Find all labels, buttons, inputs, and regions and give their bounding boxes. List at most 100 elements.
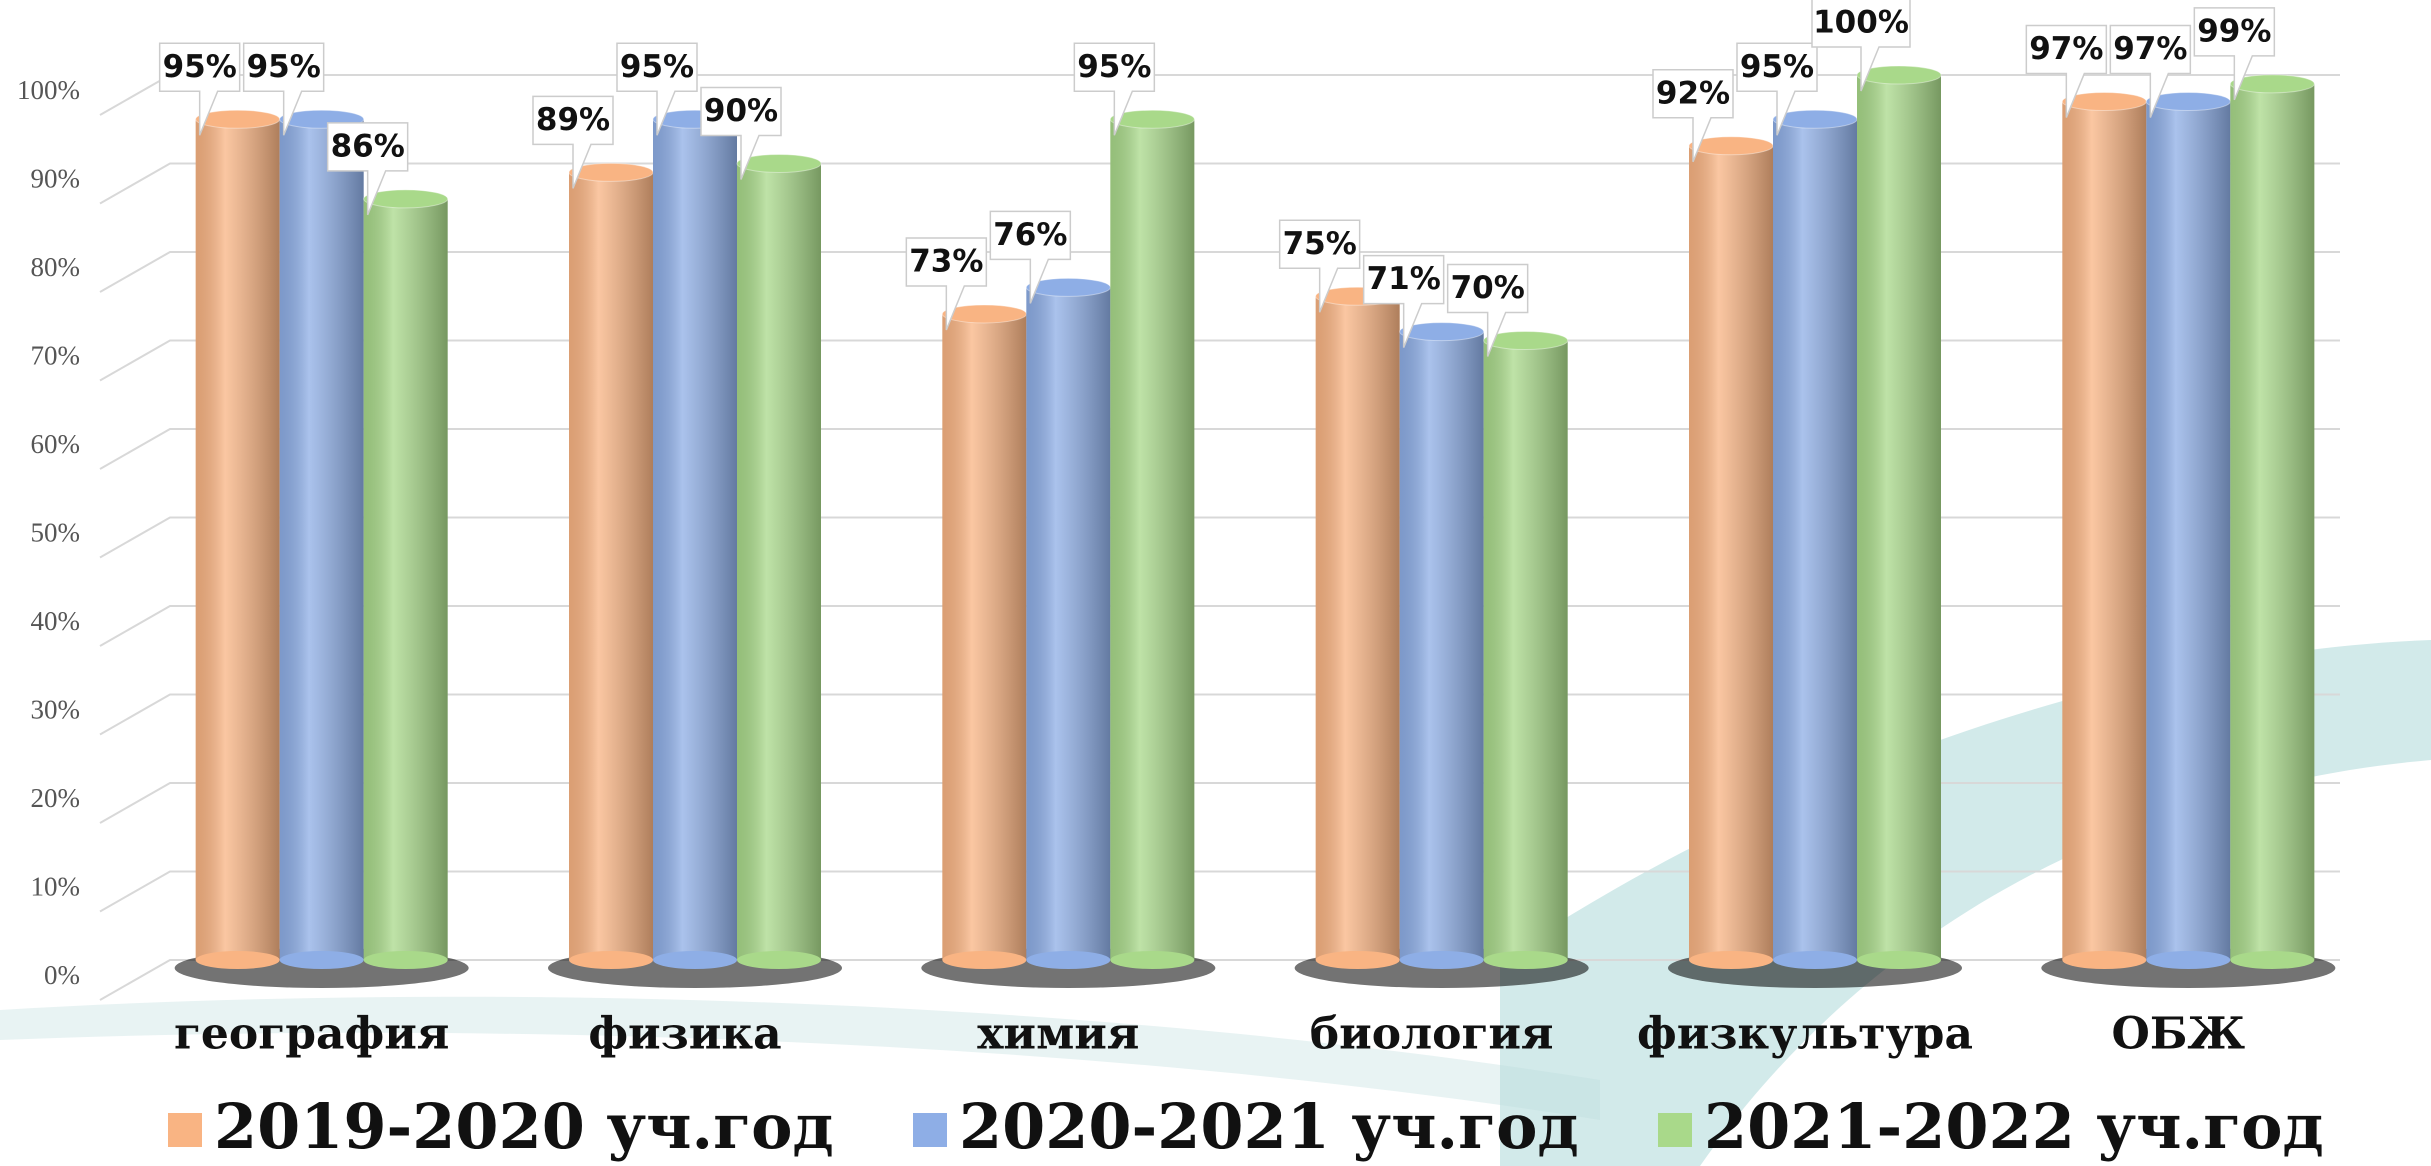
y-tick-label: 30% — [31, 695, 81, 725]
bar-shade — [1689, 145, 1773, 961]
bar-cap — [1856, 65, 1942, 85]
legend-label: 2020-2021 уч.год — [959, 1090, 1579, 1163]
bar — [1856, 65, 1942, 969]
value-label: 95% — [247, 49, 321, 85]
value-label-box — [532, 95, 614, 189]
y-tick-label: 10% — [31, 872, 81, 902]
bar — [568, 162, 654, 969]
y-tick-label: 60% — [31, 429, 81, 459]
value-label-box — [1811, 0, 1911, 92]
value-label-box — [905, 237, 988, 331]
x-tick-label: ОБЖ — [2112, 1009, 2246, 1060]
value-label-box — [2109, 24, 2192, 118]
bar-bottom — [195, 951, 280, 969]
bar-bottom — [1110, 951, 1195, 969]
y-tick-label: 90% — [31, 164, 81, 194]
value-label: 90% — [704, 93, 778, 129]
bar-bottom — [1315, 951, 1400, 969]
bar-bottom — [363, 951, 448, 969]
bar-bottom — [1483, 951, 1568, 969]
value-label: 95% — [1740, 49, 1814, 85]
legend-label: 2021-2022 уч.год — [1704, 1090, 2324, 1163]
value-label: 95% — [163, 49, 237, 85]
legend-swatch — [913, 1113, 947, 1147]
bar-bottom — [1857, 951, 1941, 969]
x-tick-label: география — [174, 1009, 449, 1060]
bar-shade — [1315, 296, 1400, 960]
bar-shade — [2146, 101, 2231, 961]
value-label-box — [1446, 263, 1529, 357]
grid-line — [99, 605, 2340, 647]
y-tick-label: 20% — [31, 783, 81, 813]
value-label-box — [1278, 219, 1361, 313]
bar-shade — [942, 313, 1027, 960]
grid-line — [99, 693, 2340, 736]
grid-line — [99, 74, 2340, 116]
bar-bottom — [737, 951, 821, 969]
bar-shade — [363, 198, 448, 960]
grid-line — [99, 782, 2340, 824]
bar-bottom — [653, 951, 737, 969]
x-tick-label: химия — [977, 1009, 1139, 1060]
x-tick-label: физика — [588, 1009, 781, 1060]
y-tick-label: 40% — [31, 606, 81, 636]
grid-line — [99, 516, 2340, 559]
bar-shade — [195, 119, 280, 960]
bar — [1688, 136, 1774, 969]
value-label-box — [616, 42, 698, 136]
grid-line — [99, 959, 2340, 1001]
y-tick-label: 0% — [44, 960, 80, 990]
bar-shade — [737, 163, 821, 960]
grid-line — [99, 428, 2340, 470]
value-label: 70% — [1451, 270, 1525, 306]
value-label: 99% — [2197, 13, 2271, 49]
bar-cap — [1109, 109, 1195, 129]
bar-cap — [1399, 322, 1485, 342]
bar — [2061, 92, 2147, 969]
legend-swatch — [168, 1113, 202, 1147]
grid-line — [99, 339, 2340, 382]
x-tick-label: физкультура — [1637, 1009, 1973, 1060]
y-tick-label: 70% — [31, 341, 81, 371]
bar-bottom — [942, 951, 1027, 969]
bar — [2145, 92, 2231, 969]
value-label: 75% — [1283, 226, 1357, 262]
bar-shade — [2062, 101, 2147, 961]
grid-line — [99, 162, 2340, 205]
bar — [279, 109, 365, 969]
value-label: 100% — [1813, 5, 1909, 41]
value-label: 97% — [2113, 31, 2187, 67]
value-label: 92% — [1656, 75, 1730, 111]
bar-bottom — [1689, 951, 1773, 969]
value-label: 97% — [2029, 31, 2103, 67]
value-label: 89% — [536, 102, 610, 138]
bar-shade — [1773, 119, 1857, 960]
bar-bottom — [1399, 951, 1484, 969]
bar — [363, 189, 449, 969]
bar-cap — [736, 154, 822, 173]
bar-shade — [279, 119, 364, 960]
bar-cap — [2229, 74, 2315, 94]
bar — [1315, 286, 1401, 969]
legend-label: 2019-2020 уч.год — [214, 1090, 834, 1163]
bar-bottom — [569, 951, 653, 969]
value-label-box — [989, 210, 1072, 304]
x-tick-label: биология — [1310, 1009, 1554, 1060]
value-label-box — [1736, 42, 1818, 136]
bar-shade — [2230, 83, 2315, 961]
value-label-box — [1362, 254, 1445, 348]
bar-shade — [1110, 119, 1195, 960]
value-label-box — [2193, 7, 2276, 101]
value-label-box — [242, 42, 325, 136]
bar — [1109, 109, 1195, 969]
bar-bottom — [2230, 951, 2315, 969]
bar-bottom — [2146, 951, 2231, 969]
bar-shade — [569, 172, 653, 961]
value-label: 95% — [620, 49, 694, 85]
bar-shade — [1026, 287, 1111, 960]
bar-bottom — [279, 951, 364, 969]
bar-shade — [653, 119, 737, 960]
value-label: 73% — [909, 243, 983, 279]
value-label-box — [1073, 42, 1156, 136]
